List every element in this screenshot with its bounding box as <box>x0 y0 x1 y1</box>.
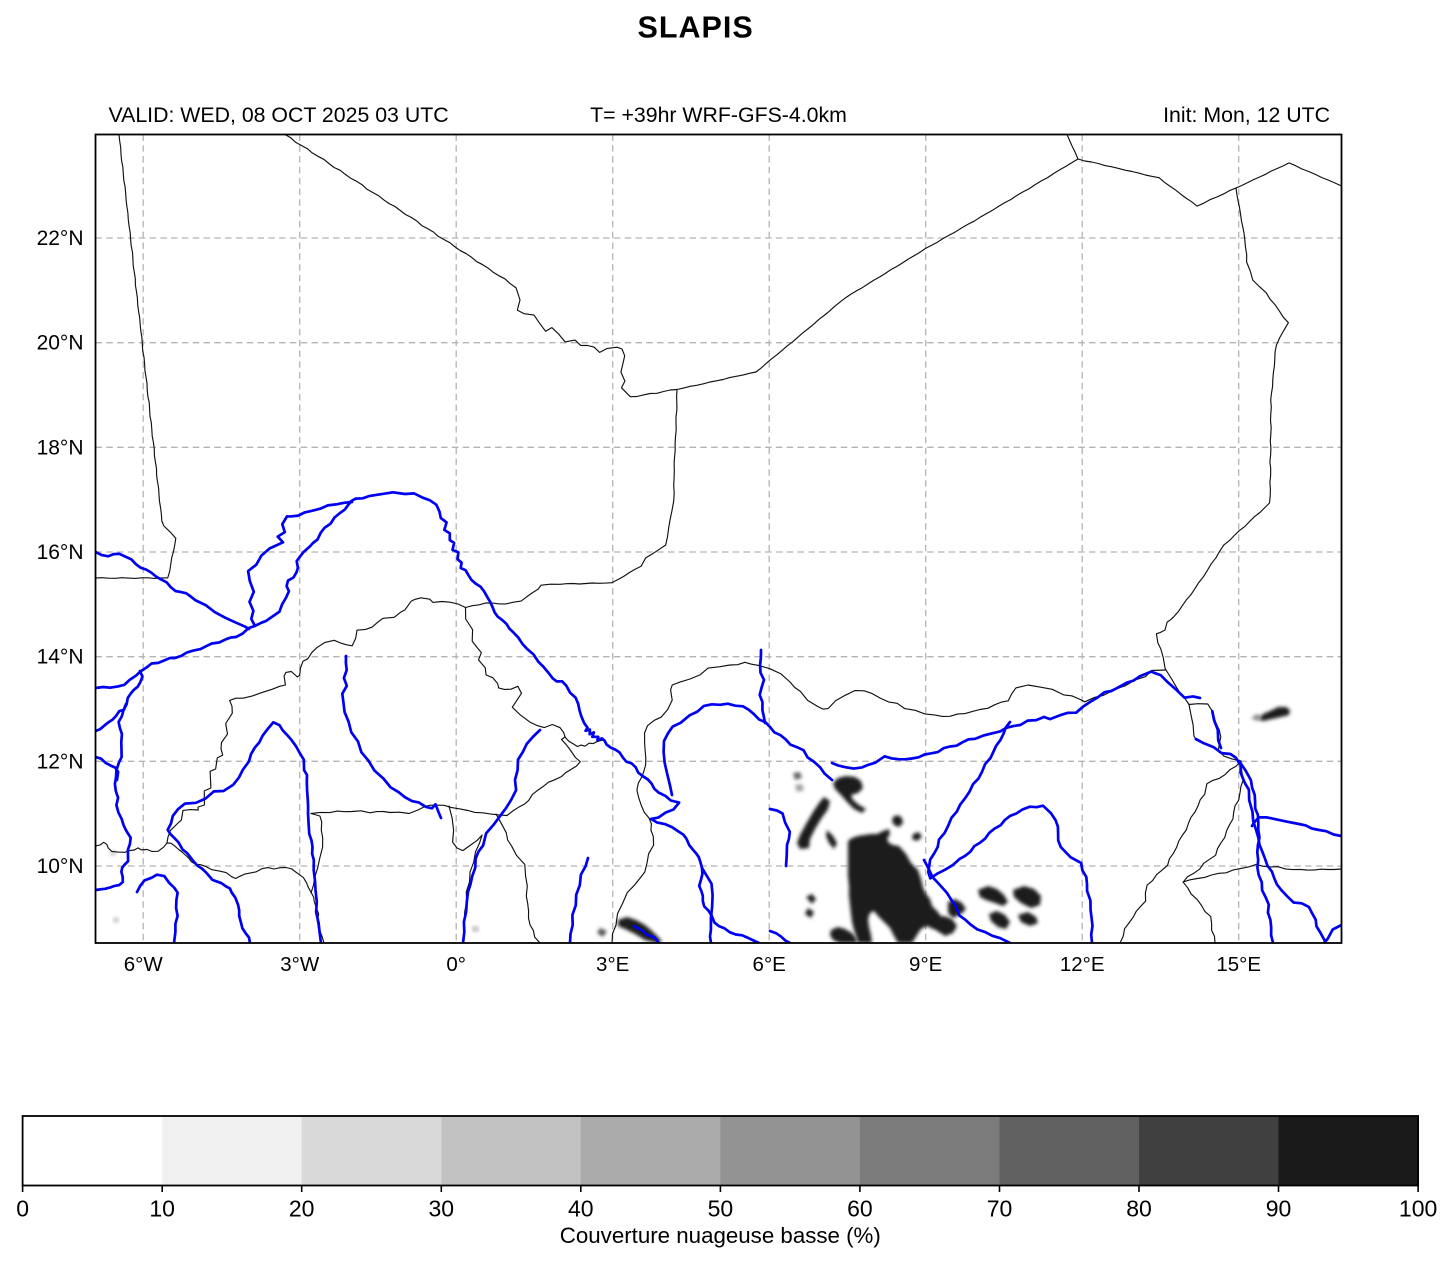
svg-text:VALID: WED, 08 OCT 2025 03 UTC: VALID: WED, 08 OCT 2025 03 UTC <box>109 103 449 127</box>
svg-text:15°E: 15°E <box>1216 953 1261 976</box>
svg-text:30: 30 <box>429 1196 455 1222</box>
svg-text:T= +39hr WRF-GFS-4.0km: T= +39hr WRF-GFS-4.0km <box>590 103 847 127</box>
svg-text:Couverture nuageuse basse (%): Couverture nuageuse basse (%) <box>560 1223 881 1248</box>
svg-text:60: 60 <box>847 1196 873 1222</box>
svg-text:10°N: 10°N <box>37 855 84 878</box>
svg-text:3°E: 3°E <box>596 953 629 976</box>
svg-text:90: 90 <box>1266 1196 1292 1222</box>
svg-text:50: 50 <box>708 1196 734 1222</box>
svg-text:3°W: 3°W <box>280 953 320 976</box>
svg-text:12°N: 12°N <box>37 750 84 773</box>
svg-text:18°N: 18°N <box>37 436 84 459</box>
svg-text:16°N: 16°N <box>37 541 84 564</box>
svg-text:20: 20 <box>289 1196 315 1222</box>
svg-text:100: 100 <box>1399 1196 1437 1222</box>
svg-text:6°W: 6°W <box>124 953 164 976</box>
svg-text:10: 10 <box>149 1196 175 1222</box>
svg-text:12°E: 12°E <box>1060 953 1105 976</box>
svg-text:SLAPIS: SLAPIS <box>638 11 754 45</box>
svg-text:6°E: 6°E <box>753 953 786 976</box>
svg-text:40: 40 <box>568 1196 594 1222</box>
svg-text:70: 70 <box>987 1196 1013 1222</box>
svg-text:0: 0 <box>16 1196 29 1222</box>
svg-text:9°E: 9°E <box>909 953 942 976</box>
svg-text:0°: 0° <box>446 953 466 976</box>
svg-text:20°N: 20°N <box>37 332 84 355</box>
svg-text:14°N: 14°N <box>37 646 84 669</box>
svg-text:80: 80 <box>1126 1196 1152 1222</box>
svg-text:22°N: 22°N <box>37 227 84 250</box>
svg-text:Init: Mon, 12 UTC: Init: Mon, 12 UTC <box>1163 103 1330 127</box>
